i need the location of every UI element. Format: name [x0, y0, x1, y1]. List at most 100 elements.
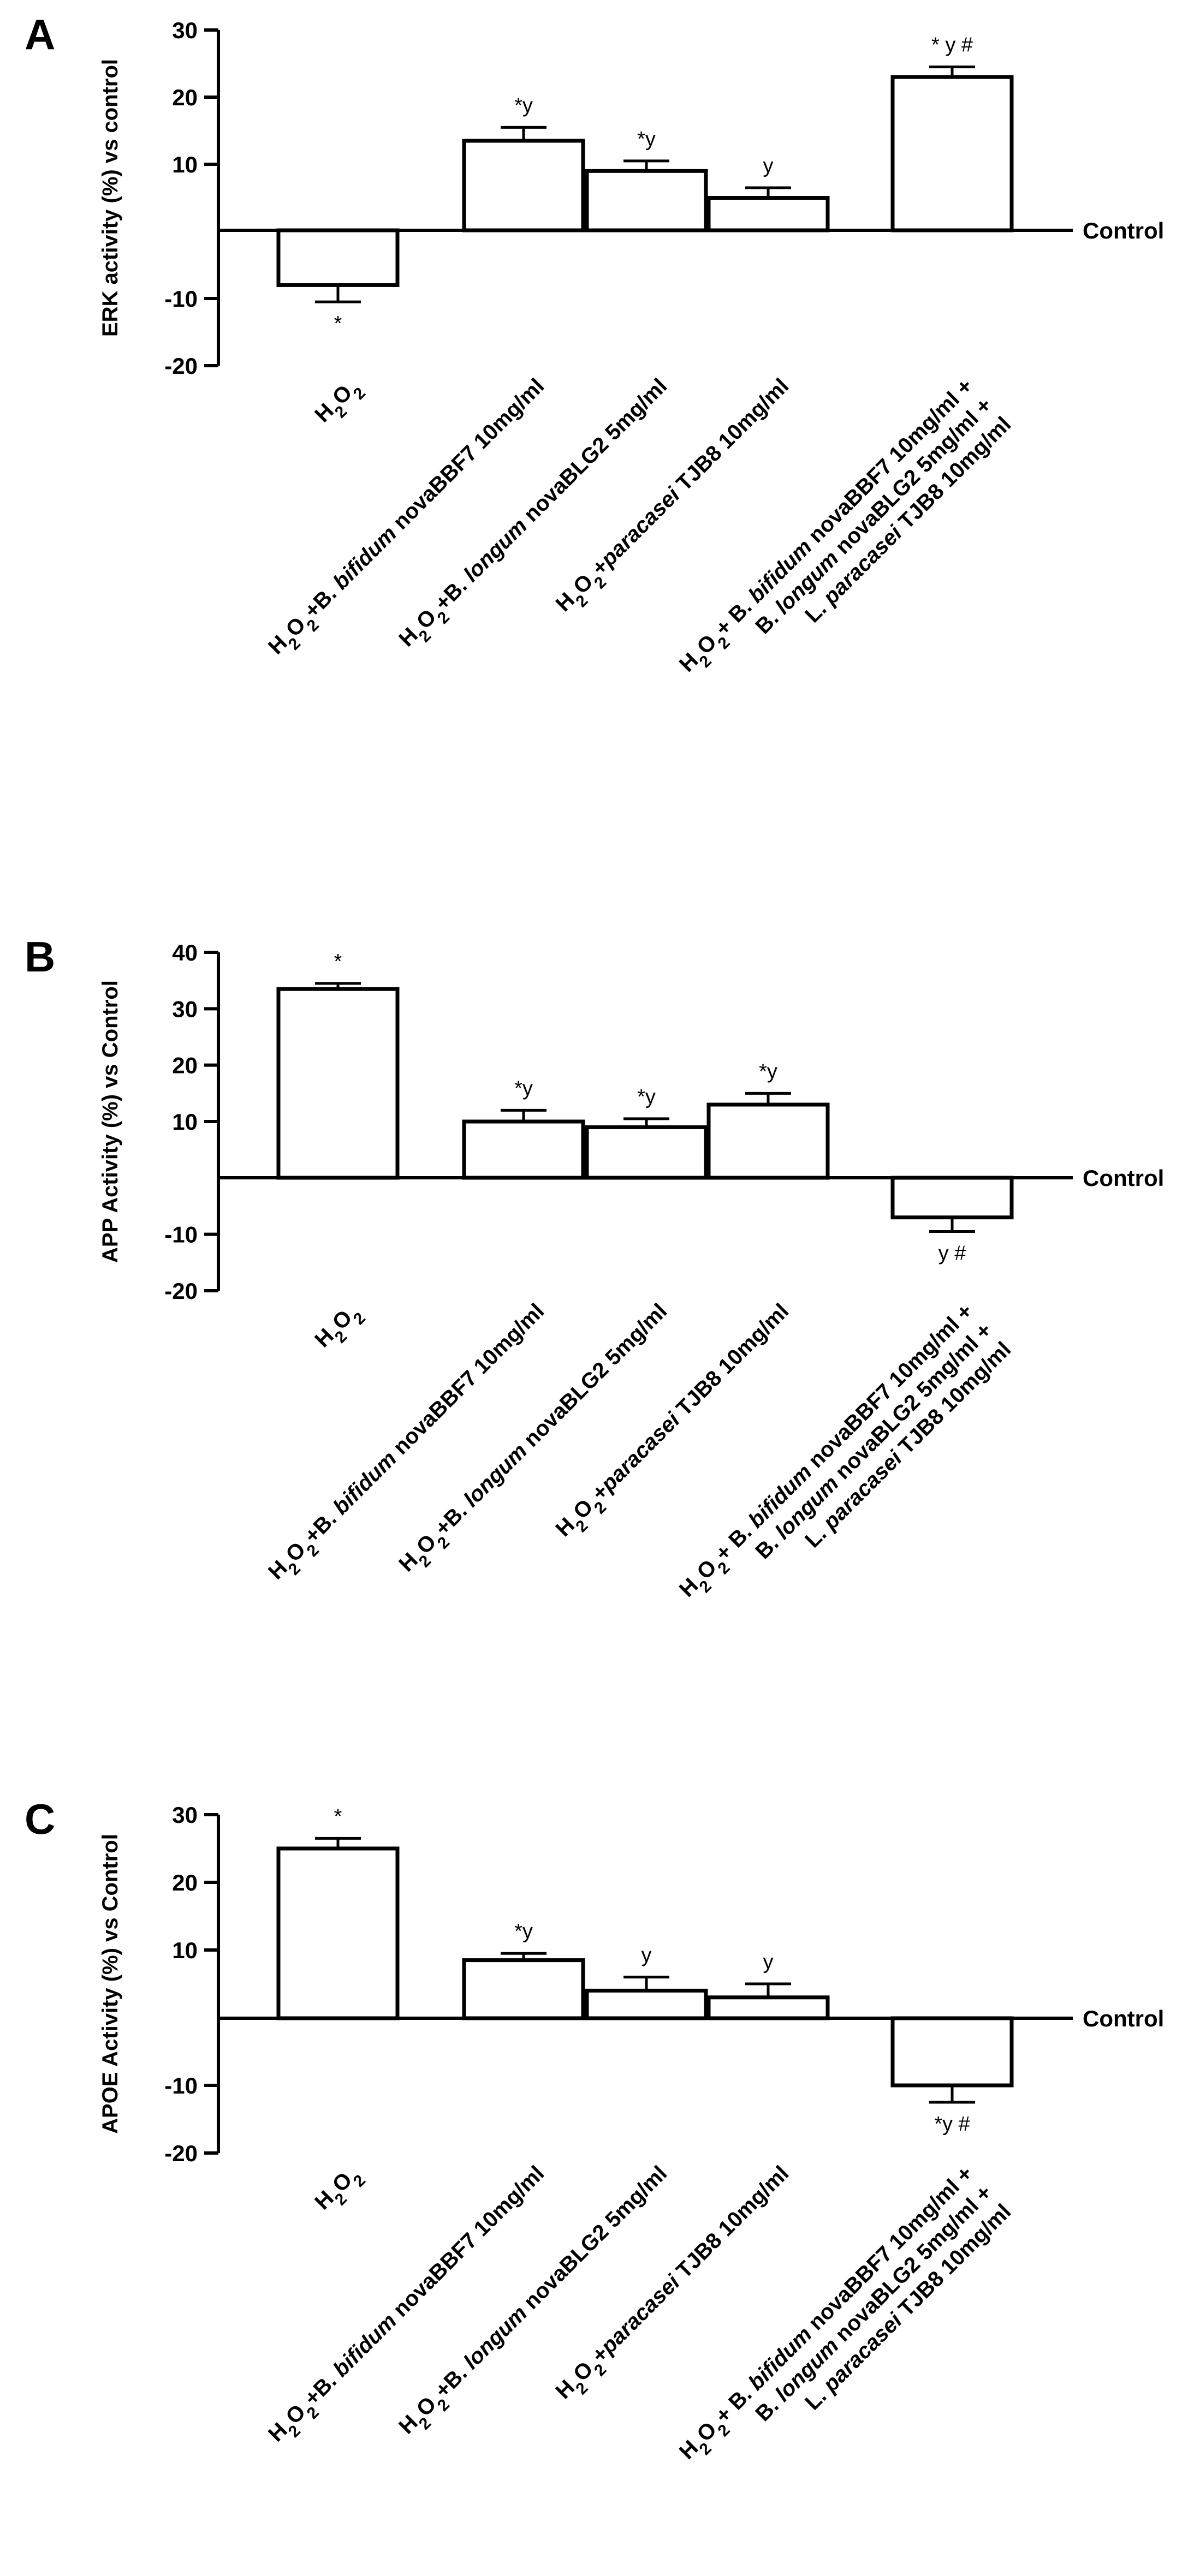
- category-label: H2O2: [310, 2161, 369, 2220]
- panel-label: C: [25, 1795, 55, 1843]
- label-h: H: [551, 588, 580, 617]
- label-rest: +B. longum novaBLG2 5mg/ml: [430, 374, 672, 615]
- significance-annotation: *y: [759, 1060, 777, 1083]
- label-o: O: [281, 612, 310, 641]
- label-o: O: [281, 2400, 310, 2429]
- bar: [585, 169, 708, 232]
- label-o: O: [281, 1537, 310, 1566]
- y-tick-label: 30: [172, 1802, 198, 1828]
- y-tick-label: -10: [164, 286, 198, 312]
- panel-label: A: [25, 10, 55, 58]
- label-rest: +paracasei TJB8 10mg/ml: [587, 374, 794, 580]
- label-h: H: [310, 1324, 338, 1352]
- bar: [276, 1846, 400, 2020]
- bar: [276, 987, 400, 1180]
- baseline-label: Control: [1083, 1165, 1164, 1191]
- label-part: longum: [459, 514, 532, 586]
- y-axis-label: ERK activity (%) vs control: [98, 59, 122, 337]
- label-o: O: [412, 605, 441, 634]
- significance-annotation: y: [763, 1951, 774, 1973]
- significance-annotation: *y: [637, 1086, 656, 1108]
- label-part: TJB8 10mg/ml: [668, 2161, 794, 2287]
- y-tick-label: 20: [172, 1870, 198, 1895]
- label-h: H: [264, 2418, 292, 2447]
- category-label: H2O2: [310, 1299, 369, 1357]
- panel-label: B: [25, 933, 55, 981]
- baseline-label: Control: [1083, 2006, 1164, 2031]
- bar: [890, 1176, 1014, 1220]
- significance-annotation: *: [334, 1805, 342, 1828]
- label-part: novaBLG2 5mg/ml +: [827, 2180, 997, 2351]
- label-part: novaBLG2 5mg/ml +: [827, 1318, 997, 1488]
- significance-annotation: *: [334, 312, 342, 335]
- label-part: paracasei: [596, 2270, 685, 2359]
- label-part: TJB8 10mg/ml: [668, 374, 794, 500]
- category-label: H2O2+ B. bifidum novaBBF7 10mg/ml +: [675, 1299, 983, 1607]
- label-o: O: [328, 380, 357, 409]
- label-h: H: [394, 1548, 423, 1577]
- label-part: longum: [459, 1439, 532, 1511]
- label-rest: +paracasei TJB8 10mg/ml: [587, 2161, 794, 2368]
- label-o: O: [328, 2168, 357, 2197]
- y-tick-label: 10: [172, 152, 198, 177]
- y-tick-label: -10: [164, 1222, 198, 1248]
- label-h: H: [675, 2436, 703, 2464]
- bar: [706, 1102, 830, 1180]
- y-tick-label: -20: [164, 353, 198, 379]
- label-part: paracasei: [596, 1408, 685, 1496]
- y-axis-label: APOE Activity (%) vs Control: [98, 1834, 122, 2134]
- baseline-label: Control: [1083, 218, 1164, 243]
- label-part: novaBLG2 5mg/ml +: [827, 393, 997, 563]
- y-tick-label: -10: [164, 2073, 198, 2098]
- bar: [462, 1119, 585, 1180]
- y-tick-label: 30: [172, 17, 198, 43]
- y-tick-label: -20: [164, 2140, 198, 2166]
- bar: [462, 139, 585, 232]
- label-part: TJB8 10mg/ml: [668, 1299, 794, 1425]
- label-part: bifidum: [329, 1447, 401, 1519]
- label-part: bifidum: [329, 2309, 401, 2382]
- y-tick-label: -20: [164, 1278, 198, 1304]
- y-tick-label: 20: [172, 85, 198, 110]
- label-h: H: [310, 399, 338, 427]
- label-o: O: [569, 570, 598, 599]
- label-o: O: [692, 630, 721, 659]
- chart-panel-b: B APP Activity (%) vs Control 40 30 20 10 -10 -…: [25, 933, 1164, 1607]
- label-h: H: [551, 1513, 580, 1542]
- significance-annotation: * y #: [931, 34, 973, 57]
- label-h: H: [394, 623, 423, 652]
- significance-annotation: *: [334, 950, 342, 973]
- significance-annotation: y: [763, 154, 774, 177]
- label-o: O: [569, 1495, 598, 1524]
- category-label: H2O2: [310, 374, 369, 432]
- y-tick-label: 20: [172, 1053, 198, 1078]
- label-o: O: [692, 1555, 721, 1584]
- significance-annotation: *y #: [934, 2113, 970, 2136]
- category-label: H2O2+ B. bifidum novaBBF7 10mg/ml +: [675, 2161, 983, 2470]
- bar: [585, 1125, 708, 1180]
- label-o: O: [328, 1305, 357, 1334]
- label-part: bifidum: [329, 522, 401, 594]
- label-part: longum: [459, 2301, 532, 2374]
- y-axis-label: APP Activity (%) vs Control: [98, 980, 122, 1263]
- significance-annotation: *y: [514, 94, 533, 117]
- label-rest: +paracasei TJB8 10mg/ml: [587, 1299, 794, 1505]
- significance-annotation: y: [641, 1944, 652, 1967]
- label-h: H: [551, 2376, 580, 2404]
- label-h: H: [394, 2411, 423, 2439]
- significance-annotation: *y: [514, 1077, 533, 1100]
- category-label-line2: B. longum novaBLG2 5mg/ml +: [751, 1318, 996, 1564]
- label-part: paracasei: [596, 482, 685, 571]
- significance-annotation: *y: [514, 1920, 533, 1943]
- category-label-line2: B. longum novaBLG2 5mg/ml +: [751, 393, 996, 639]
- label-h: H: [675, 648, 703, 677]
- y-tick-label: 10: [172, 1937, 198, 1963]
- significance-annotation: y #: [938, 1242, 966, 1265]
- bar: [706, 196, 830, 232]
- chart-panel-c: C APOE Activity (%) vs Control 30 20 10 -10 -2…: [25, 1795, 1164, 2470]
- y-tick-label: 30: [172, 996, 198, 1022]
- y-tick-label: 40: [172, 940, 198, 965]
- bar: [890, 75, 1014, 232]
- label-rest: +B. longum novaBLG2 5mg/ml: [430, 2161, 672, 2402]
